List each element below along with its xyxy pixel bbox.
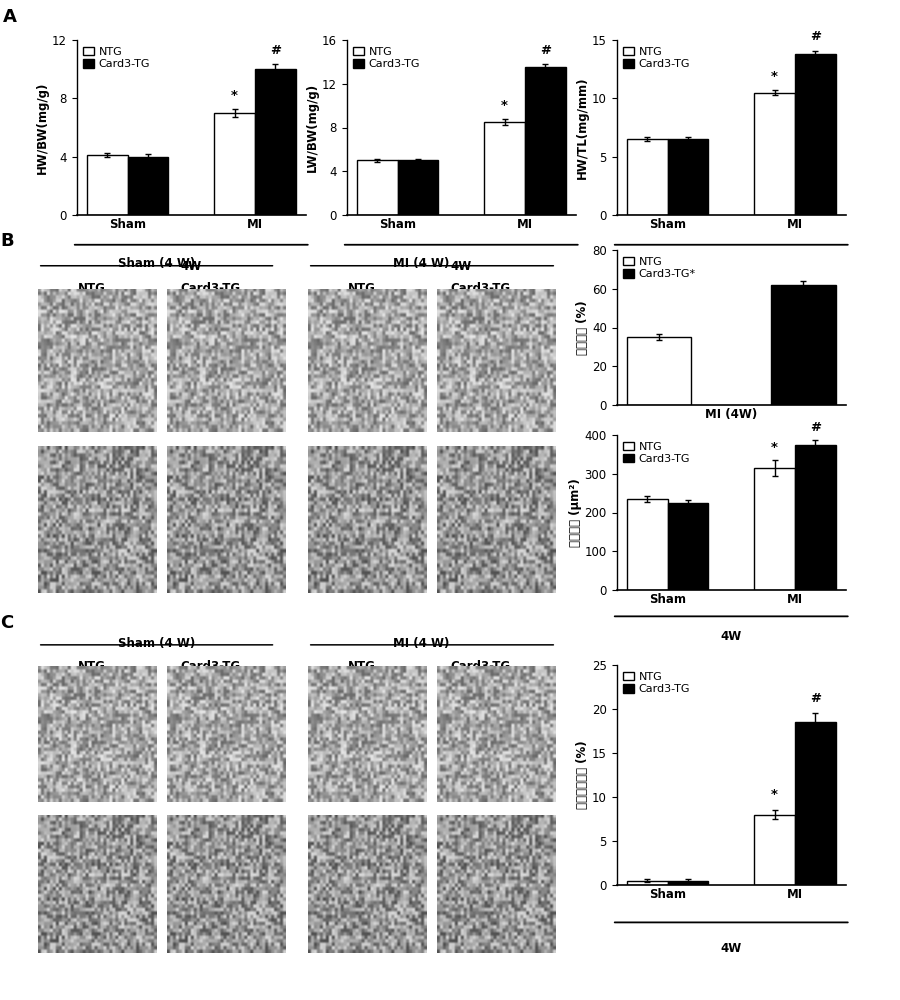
Bar — [795, 722, 835, 885]
Bar — [771, 285, 835, 405]
Text: Sham (4 W): Sham (4 W) — [118, 257, 195, 270]
Text: #: # — [810, 421, 821, 434]
Legend: NTG, Card3-TG: NTG, Card3-TG — [78, 42, 155, 74]
Bar — [668, 503, 708, 590]
Text: B: B — [0, 232, 14, 250]
Text: *: * — [771, 70, 778, 83]
Legend: NTG, Card3-TG: NTG, Card3-TG — [618, 667, 695, 699]
Y-axis label: 横截面积 (μm²): 横截面积 (μm²) — [569, 478, 581, 547]
Bar — [627, 139, 668, 215]
Text: MI (4 W): MI (4 W) — [393, 637, 449, 650]
Text: 4W: 4W — [181, 260, 202, 273]
Text: #: # — [540, 44, 551, 57]
Bar — [128, 157, 168, 215]
Text: 4W: 4W — [721, 630, 742, 643]
Text: #: # — [810, 30, 821, 43]
Bar — [255, 69, 295, 215]
Bar — [754, 815, 795, 885]
Y-axis label: HW/BW(mg/g): HW/BW(mg/g) — [36, 81, 49, 174]
Bar — [398, 160, 438, 215]
Text: MI (4 W): MI (4 W) — [393, 257, 449, 270]
Bar — [525, 67, 565, 215]
Text: Card3-TG: Card3-TG — [451, 660, 510, 673]
Text: #: # — [810, 692, 821, 705]
Text: 4W: 4W — [451, 260, 472, 273]
Text: *: * — [501, 99, 508, 112]
Bar — [754, 93, 795, 215]
Text: NTG: NTG — [348, 282, 375, 294]
Text: Sham (4 W): Sham (4 W) — [118, 637, 195, 650]
Bar — [87, 155, 128, 215]
Text: Card3-TG: Card3-TG — [181, 282, 240, 294]
Bar — [754, 468, 795, 590]
Bar — [357, 160, 398, 215]
Text: A: A — [3, 8, 17, 26]
Bar — [627, 499, 668, 590]
Y-axis label: 梗死比例 (%): 梗死比例 (%) — [576, 300, 590, 355]
Text: *: * — [771, 788, 778, 801]
Bar — [795, 445, 835, 590]
Y-axis label: HW/TL(mg/mm): HW/TL(mg/mm) — [576, 76, 590, 179]
Text: 4W: 4W — [721, 260, 742, 273]
Text: NTG: NTG — [78, 660, 105, 673]
Text: *: * — [771, 441, 778, 454]
Bar — [668, 881, 708, 885]
Text: *: * — [231, 89, 238, 102]
Bar — [214, 113, 255, 215]
Text: C: C — [0, 613, 14, 632]
Y-axis label: LW/BW(mg/g): LW/BW(mg/g) — [306, 83, 319, 172]
Text: NTG: NTG — [348, 660, 375, 673]
Bar — [668, 139, 708, 215]
Text: Card3-TG: Card3-TG — [451, 282, 510, 294]
Text: #: # — [270, 44, 281, 57]
Bar — [627, 881, 668, 885]
Bar — [484, 122, 525, 215]
Text: NTG: NTG — [78, 282, 105, 294]
Legend: NTG, Card3-TG*: NTG, Card3-TG* — [618, 252, 700, 284]
Legend: NTG, Card3-TG: NTG, Card3-TG — [618, 42, 695, 74]
Text: 4W: 4W — [721, 942, 742, 955]
Bar — [627, 337, 691, 405]
Text: Card3-TG: Card3-TG — [181, 660, 240, 673]
Y-axis label: 左室胶原面积 (%): 左室胶原面积 (%) — [576, 741, 590, 809]
Legend: NTG, Card3-TG: NTG, Card3-TG — [348, 42, 425, 74]
Legend: NTG, Card3-TG: NTG, Card3-TG — [618, 437, 695, 469]
Bar — [795, 54, 835, 215]
